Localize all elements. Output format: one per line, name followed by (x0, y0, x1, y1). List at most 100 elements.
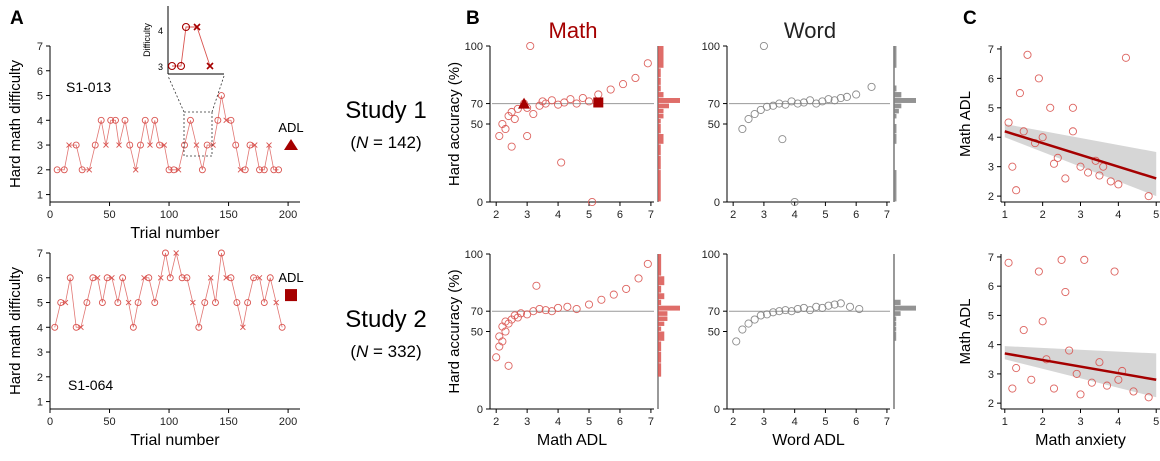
data-point (744, 114, 753, 124)
y-axis-label: Hard accuracy (%) (446, 62, 463, 186)
x-tick-label: 5 (586, 416, 592, 428)
x-tick-label: 5 (586, 209, 592, 221)
histogram-bar (658, 299, 662, 306)
histogram-bar (894, 311, 901, 316)
data-point (1034, 267, 1043, 276)
adl-label: ADL (278, 270, 303, 285)
data-point-correct (114, 299, 122, 306)
data-point-correct (72, 323, 80, 331)
participant-id: S1-013 (66, 79, 111, 95)
data-point-incorrect (66, 142, 72, 148)
histogram-bar (658, 293, 665, 300)
data-point-incorrect (116, 142, 122, 148)
data-point (501, 327, 510, 336)
y-tick-label: 70 (471, 306, 483, 318)
data-point (563, 302, 572, 311)
data-point (622, 284, 631, 293)
data-point-correct (198, 166, 206, 174)
data-point-incorrect (193, 142, 200, 148)
y-tick-label: 6 (988, 281, 994, 293)
data-point-correct (227, 274, 235, 282)
data-point (1080, 255, 1089, 264)
data-point-incorrect (86, 166, 93, 173)
y-axis-label: Hard math difficulty (7, 266, 24, 395)
data-point (762, 102, 772, 111)
x-tick-label: 2 (1040, 209, 1046, 221)
data-point (507, 315, 516, 324)
x-tick-label: 7 (648, 209, 654, 221)
data-point (501, 124, 510, 134)
data-point (1114, 180, 1123, 189)
y-tick-label: 5 (988, 310, 994, 322)
histogram-bar (658, 114, 664, 119)
histogram-bar (658, 285, 662, 293)
data-point (492, 353, 501, 362)
data-point (529, 109, 538, 119)
histogram-bar (658, 326, 662, 331)
data-point (836, 93, 845, 103)
histogram-bar (894, 321, 897, 326)
x-tick-label: 3 (524, 209, 530, 221)
x-tick-label: 4 (792, 416, 798, 428)
data-point (738, 325, 747, 334)
x-tick-label: 50 (103, 209, 115, 221)
data-point-incorrect (251, 142, 258, 148)
y-tick-label: 100 (465, 249, 483, 261)
histogram-bar (894, 92, 902, 98)
column-title-word: Word (784, 18, 836, 43)
study-label-2: Study 2 (345, 306, 426, 333)
data-point-correct (212, 299, 219, 306)
y-tick-label: 4 (988, 340, 994, 352)
histogram-bar (894, 124, 897, 134)
data-point-correct (83, 299, 91, 306)
data-point (738, 124, 747, 134)
panel-A-study2: 0 50 100 150 200 1 2 3 4 5 6 7 Hard math difficulty T… (7, 248, 304, 449)
data-point-correct (141, 116, 149, 124)
x-tick-label: 2 (493, 416, 499, 428)
data-point-correct (244, 299, 252, 306)
data-point (778, 135, 787, 144)
data-point (588, 197, 597, 207)
histogram-bar (658, 68, 661, 78)
data-point (513, 313, 522, 322)
y-axis-label: Hard accuracy (%) (446, 269, 463, 393)
data-point (830, 300, 839, 309)
data-point (572, 99, 581, 108)
study-n-1: (N = 142) (350, 133, 421, 152)
data-point (1144, 192, 1153, 201)
histogram-bar (658, 341, 662, 352)
data-point (606, 85, 615, 94)
data-point-correct (78, 166, 86, 174)
data-point (1004, 118, 1013, 127)
y-tick-label: 5 (988, 103, 994, 115)
data-point-incorrect (147, 142, 153, 148)
data-point (1049, 384, 1059, 393)
data-point (769, 101, 778, 110)
series-line (54, 252, 283, 328)
adl-label: ADL (278, 120, 303, 135)
data-point (1065, 346, 1074, 355)
data-point (1046, 103, 1055, 112)
data-point-correct (181, 141, 188, 149)
data-point-correct (156, 141, 163, 149)
x-tick-label: 100 (160, 209, 178, 221)
data-point (1023, 50, 1032, 59)
data-point (597, 295, 606, 304)
data-point-correct (51, 323, 59, 331)
data-point (1144, 393, 1153, 402)
data-point (1034, 74, 1043, 83)
adl-triangle-marker (284, 139, 298, 151)
x-tick-label: 4 (555, 416, 561, 428)
data-point-incorrect (175, 166, 182, 173)
x-tick-label: 2 (1040, 416, 1046, 428)
data-point-correct (89, 274, 97, 282)
data-point-correct (112, 116, 119, 124)
histogram-bar (894, 85, 897, 92)
data-point-correct (246, 141, 254, 149)
y-tick-label: 100 (465, 41, 483, 53)
data-point (1061, 174, 1070, 183)
confidence-band (1004, 124, 1157, 197)
data-point (1012, 364, 1021, 373)
